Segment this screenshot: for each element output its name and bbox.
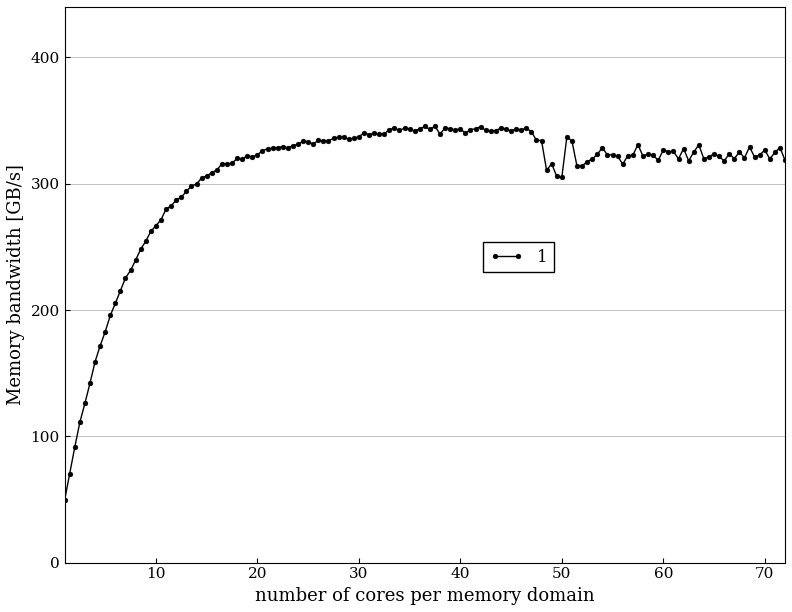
- 1: [379, 130, 389, 138]
- 1: [303, 138, 313, 145]
- 1: [60, 496, 70, 504]
- X-axis label: number of cores per memory domain: number of cores per memory domain: [255, 587, 595, 605]
- Line: 1: 1: [63, 124, 787, 502]
- Y-axis label: Memory bandwidth [GB/s]: Memory bandwidth [GB/s]: [7, 165, 25, 405]
- 1: [248, 154, 257, 161]
- 1: [780, 157, 790, 164]
- 1: [86, 379, 95, 387]
- 1: [120, 274, 130, 282]
- 1: [354, 133, 364, 141]
- 1: [430, 122, 440, 130]
- Legend: 1: 1: [483, 242, 554, 272]
